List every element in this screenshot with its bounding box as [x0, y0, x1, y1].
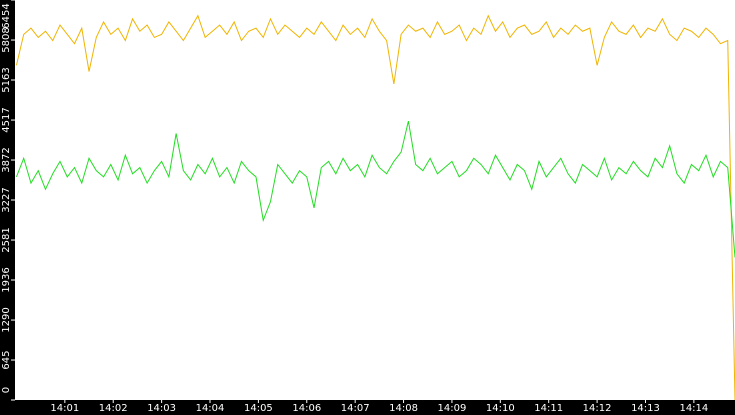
y-tick-label: 5808	[1, 27, 12, 52]
y-tick-label: 1290	[1, 307, 12, 332]
x-tick-label: 14:06	[292, 403, 321, 414]
y-tick-label: 2581	[1, 227, 12, 252]
plot-area	[15, 0, 735, 400]
y-tick-label: 645	[1, 350, 12, 369]
x-tick-label: 14:07	[341, 403, 370, 414]
y-tick-label: 5163	[1, 67, 12, 92]
x-tick-label: 14:05	[244, 403, 273, 414]
x-tick-label: 14:11	[534, 403, 563, 414]
x-tick-label: 14:02	[99, 403, 128, 414]
y-tick-label: 3227	[1, 187, 12, 212]
x-tick-label: 14:14	[679, 403, 708, 414]
x-tick-label: 14:09	[438, 403, 467, 414]
y-tick-label: 6454	[1, 3, 12, 28]
x-tick-label: 14:13	[631, 403, 660, 414]
x-tick-label: 14:12	[583, 403, 612, 414]
y-tick-label: 0	[1, 387, 12, 393]
x-tick-label: 14:01	[50, 403, 79, 414]
x-tick-label: 14:08	[389, 403, 418, 414]
y-tick-label: 4517	[1, 107, 12, 132]
y-tick-label: 3872	[1, 147, 12, 172]
series-line	[15, 14, 735, 401]
x-tick-label: 14:04	[196, 403, 225, 414]
x-tick-label: 14:10	[486, 403, 515, 414]
series-line	[15, 120, 735, 258]
x-tick-label: 14:03	[147, 403, 176, 414]
y-tick-label: 1936	[1, 267, 12, 292]
